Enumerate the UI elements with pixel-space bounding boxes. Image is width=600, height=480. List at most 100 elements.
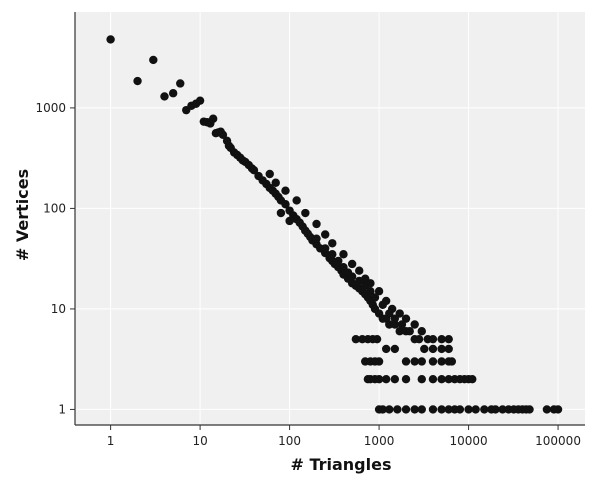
data-point [271,178,280,187]
data-point [468,374,477,384]
data-point [444,374,453,384]
data-point [361,281,370,290]
data-point [370,293,380,302]
data-point [393,405,402,414]
y-axis-ticks: 1 10 100 1000 [35,101,75,416]
data-point [301,226,310,235]
data-point [410,405,419,414]
data-point [285,216,294,226]
data-point [355,276,364,286]
data-point [381,374,391,384]
data-point [347,272,357,281]
data-point [428,374,438,384]
data-point [410,357,419,366]
data-point [378,300,387,309]
plot-panel [75,12,585,425]
data-point [401,405,411,414]
data-point [218,130,228,140]
data-point [480,405,489,414]
data-point [208,114,218,123]
data-point [420,344,429,354]
gridlines [75,12,585,425]
data-point [334,256,343,266]
data-point [276,208,286,218]
x-tick-label: 100000 [535,434,581,448]
data-point [390,320,400,329]
data-point [312,219,321,229]
data-point [437,405,446,414]
data-point [405,327,414,336]
data-point [437,374,446,384]
data-point [301,208,310,218]
data-point [414,334,424,344]
data-point [390,344,400,354]
data-point [347,259,357,269]
data-point [471,405,480,414]
data-point [437,357,446,366]
data-point [133,76,142,86]
data-point [444,334,453,344]
data-point [525,405,534,414]
data-point [417,327,426,336]
data-point [374,374,384,384]
data-point [428,344,438,354]
x-tick-label: 1000 [364,434,395,448]
data-point [498,405,507,414]
y-tick-label: 1 [58,402,66,416]
data-point [464,405,473,414]
data-point [444,344,453,354]
data-points [106,35,563,414]
data-point [491,405,500,414]
data-point [249,166,259,175]
data-point [455,405,465,414]
data-point [374,357,384,366]
data-point [281,200,290,209]
data-point [281,186,290,195]
data-point [401,314,411,323]
data-point [447,357,457,366]
data-point [195,96,205,105]
data-point [292,196,301,205]
data-point [395,327,404,336]
data-point [328,250,337,259]
data-point [339,250,348,259]
data-point [366,287,375,296]
x-tick-label: 1 [107,434,115,448]
data-point [381,344,391,354]
data-point [176,79,185,88]
x-tick-label: 10 [192,434,207,448]
data-point [417,374,426,384]
x-tick-label: 100 [278,434,301,448]
data-point [401,357,411,366]
y-tick-label: 1000 [35,101,66,115]
data-point [553,405,563,414]
data-point [437,344,446,354]
data-point [390,374,400,384]
data-point [265,169,274,179]
data-point [312,234,321,243]
data-point [417,357,426,366]
data-point [351,334,361,344]
data-point [160,92,169,101]
data-point [542,405,552,414]
data-point [444,405,453,414]
data-point [390,314,400,323]
data-point [385,309,394,318]
data-point [321,230,330,239]
data-point [401,374,411,384]
data-point [437,334,446,344]
data-point [372,334,382,344]
data-point [417,405,426,414]
data-point [428,334,438,344]
data-point [328,239,337,248]
y-tick-label: 10 [51,302,66,316]
data-point [106,35,115,44]
y-tick-label: 100 [43,201,66,215]
y-axis-label: # Vertices [13,169,32,261]
data-point [374,287,384,296]
x-axis-label: # Triangles [290,455,391,474]
data-point [378,405,387,414]
data-point [428,357,438,366]
data-point [149,55,158,65]
